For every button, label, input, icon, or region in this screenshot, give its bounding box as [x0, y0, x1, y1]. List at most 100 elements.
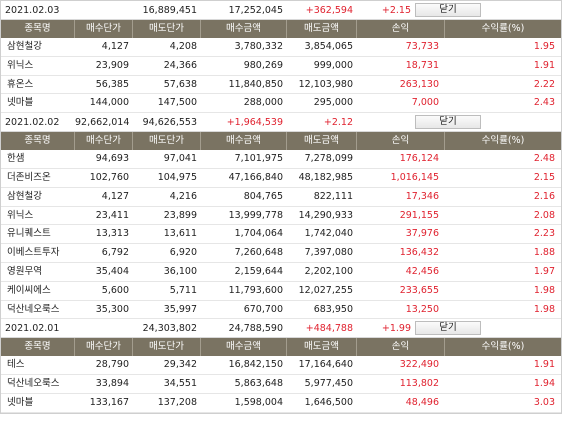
profit: 291,155: [399, 209, 439, 221]
profit: 263,130: [399, 78, 439, 90]
buy-amount: 11,793,600: [228, 284, 283, 296]
buy-price: 56,385: [95, 78, 129, 90]
buy-amount: 288,000: [243, 97, 283, 109]
col-header-name: 종목명: [1, 338, 75, 357]
col-header-buy-price: 매수단가: [75, 338, 133, 357]
return-rate: 3.03: [533, 396, 555, 408]
buy-amount: 13,999,778: [228, 209, 283, 221]
day-rate: +2.12: [323, 116, 353, 128]
profit: 136,432: [399, 247, 439, 259]
return-rate: 2.15: [533, 171, 555, 183]
table-row[interactable]: 위닉스 23,411 23,899 13,999,778 14,290,933 291,1…: [1, 207, 561, 226]
return-rate: 2.23: [533, 228, 555, 240]
profit: 113,802: [399, 378, 439, 390]
buy-price: 5,600: [101, 284, 129, 296]
stock-name: 위닉스: [7, 209, 34, 221]
sell-amount: 1,646,500: [304, 396, 353, 408]
day-summary-bar: 2021.02.03 16,889,451 17,252,045 +362,59…: [1, 1, 561, 20]
stock-name: 이베스트투자: [7, 247, 60, 259]
col-header-buy-amount: 매수금액: [201, 338, 287, 357]
table-row[interactable]: 더존비즈온 102,760 104,975 47,166,840 48,182,985 1…: [1, 169, 561, 188]
close-button[interactable]: 닫기: [415, 115, 481, 130]
sell-price: 24,366: [163, 59, 197, 71]
trade-day-section: 2021.02.03 16,889,451 17,252,045 +362,59…: [1, 1, 561, 114]
col-header-buy-price: 매수단가: [75, 20, 133, 38]
col-header-buy-price: 매수단가: [75, 132, 133, 151]
col-header-rate: 수익률(%): [481, 341, 525, 353]
col-header-rate: 수익률(%): [481, 23, 525, 34]
buy-price: 13,313: [95, 228, 129, 240]
buy-amount: 7,101,975: [234, 153, 283, 165]
buy-amount: 1,598,004: [234, 396, 283, 408]
sell-amount: 3,854,065: [304, 41, 353, 52]
trade-date: 2021.02.01: [5, 322, 60, 334]
sell-price: 97,041: [163, 153, 197, 165]
col-header-name: 종목명: [1, 132, 75, 151]
profit: 176,124: [399, 153, 439, 165]
sell-amount: 1,742,040: [304, 228, 353, 240]
sell-total: 24,788,590: [228, 322, 283, 334]
sell-price: 147,500: [157, 97, 197, 109]
return-rate: 1.91: [533, 59, 555, 71]
sell-total: 94,626,553: [142, 116, 197, 128]
table-row[interactable]: 테스 28,790 29,342 16,842,150 17,164,640 322,49…: [1, 356, 561, 376]
profit: 73,733: [405, 41, 439, 52]
return-rate: 1.88: [533, 247, 555, 259]
return-rate: 2.43: [533, 97, 555, 109]
col-header-sell-price: 매도단가: [133, 132, 201, 151]
table-row[interactable]: 넷마블 133,167 137,208 1,598,004 1,646,500 48,49…: [1, 394, 561, 413]
sell-price: 6,920: [169, 247, 197, 259]
close-button[interactable]: 닫기: [415, 3, 481, 17]
table-row[interactable]: 영원무역 35,404 36,100 2,159,644 2,202,100 42,456…: [1, 263, 561, 282]
return-rate: 1.97: [533, 265, 555, 277]
table-row[interactable]: 덕산네오룩스 33,894 34,551 5,863,648 5,977,450 113,…: [1, 375, 561, 394]
profit: 17,346: [405, 190, 439, 202]
table-row[interactable]: 케이씨에스 5,600 5,711 11,793,600 12,027,255 233,6…: [1, 282, 561, 301]
table-row[interactable]: 넷마블 144,000 147,500 288,000 295,000 7,000 2.43: [1, 94, 561, 114]
table-row[interactable]: 삼현철강 4,127 4,216 804,765 822,111 17,346 2.16: [1, 188, 561, 207]
return-rate: 1.95: [533, 41, 555, 52]
sell-amount: 2,202,100: [304, 265, 353, 277]
table-row[interactable]: 이베스트투자 6,792 6,920 7,260,648 7,397,080 136,43…: [1, 244, 561, 263]
buy-price: 23,909: [95, 59, 129, 71]
sell-price: 35,997: [163, 303, 197, 315]
close-button[interactable]: 닫기: [415, 321, 481, 336]
sell-amount: 295,000: [313, 97, 353, 109]
buy-price: 35,300: [95, 303, 129, 315]
col-header-profit: 손익: [357, 338, 445, 357]
buy-total: 24,303,802: [142, 322, 197, 334]
day-profit: +362,594: [305, 4, 353, 16]
day-rate: +1.99: [381, 322, 411, 334]
buy-price: 23,411: [95, 209, 129, 221]
col-header-name: 종목명: [1, 20, 75, 38]
sell-price: 4,216: [169, 190, 197, 202]
sell-price: 5,711: [169, 284, 197, 296]
buy-amount: 16,842,150: [228, 359, 283, 371]
col-header-profit: 손익: [357, 132, 445, 151]
return-rate: 1.98: [533, 284, 555, 296]
col-header-buy-amount: 매수금액: [201, 20, 287, 38]
buy-price: 33,894: [95, 378, 129, 390]
sell-price: 23,899: [163, 209, 197, 221]
sell-price: 29,342: [163, 359, 197, 371]
table-row[interactable]: 유니퀘스트 13,313 13,611 1,704,064 1,742,040 37,97…: [1, 225, 561, 245]
col-header-sell-amount: 매도금액: [287, 20, 357, 38]
table-row[interactable]: 삼현철강 4,127 4,208 3,780,332 3,854,065 73,733 1.…: [1, 38, 561, 57]
day-summary-bar: 2021.02.02 92,662,014 94,626,553 +1,964,…: [1, 113, 561, 133]
buy-amount: 980,269: [243, 59, 283, 71]
table-row[interactable]: 덕산네오룩스 35,300 35,997 670,700 683,950 13,250 1.…: [1, 301, 561, 320]
sell-price: 57,638: [163, 78, 197, 90]
table-row[interactable]: 한샘 94,693 97,041 7,101,975 7,278,099 176,124 2…: [1, 150, 561, 169]
stock-name: 휴온스: [7, 78, 34, 90]
col-header-profit: 손익: [357, 20, 445, 38]
stock-name: 넷마블: [7, 97, 34, 109]
table-row[interactable]: 휴온스 56,385 57,638 11,840,850 12,103,980 263,1…: [1, 76, 561, 95]
sell-amount: 12,027,255: [298, 284, 353, 296]
sell-amount: 17,164,640: [298, 359, 353, 371]
sell-amount: 7,397,080: [304, 247, 353, 259]
table-row[interactable]: 위닉스 23,909 24,366 980,269 999,000 18,731 1.91: [1, 57, 561, 76]
stock-name: 한샘: [7, 153, 25, 165]
return-rate: 2.08: [533, 209, 555, 221]
column-header-row: 종목명 매수단가 매도단가 매수금액 매도금액 손익 수익률(%): [1, 338, 561, 357]
trade-date: 2021.02.03: [5, 4, 60, 16]
